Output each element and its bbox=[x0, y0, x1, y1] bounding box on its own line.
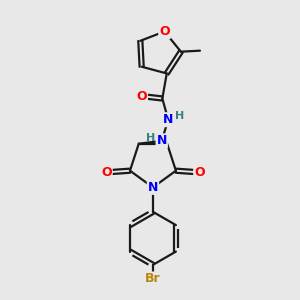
Text: H: H bbox=[175, 111, 184, 121]
Text: N: N bbox=[163, 113, 173, 126]
Text: Br: Br bbox=[145, 272, 161, 286]
Text: O: O bbox=[194, 166, 205, 179]
Text: O: O bbox=[159, 25, 170, 38]
Text: N: N bbox=[157, 134, 167, 147]
Text: N: N bbox=[148, 181, 158, 194]
Text: H: H bbox=[146, 133, 155, 143]
Text: O: O bbox=[136, 90, 147, 103]
Text: O: O bbox=[101, 166, 112, 179]
